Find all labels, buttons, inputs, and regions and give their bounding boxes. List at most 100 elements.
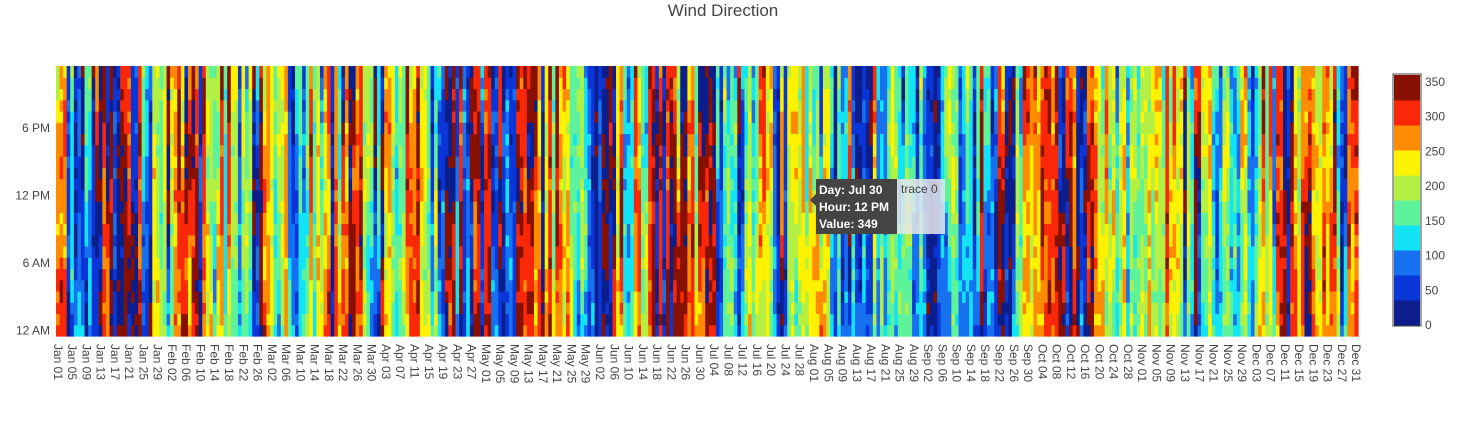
heatmap-cell[interactable] [159,279,164,292]
heatmap-cell[interactable] [187,189,193,202]
heatmap-cell[interactable] [419,291,425,303]
heatmap-cell[interactable] [337,88,342,101]
heatmap-cell[interactable] [473,156,478,168]
heatmap-cell[interactable] [412,324,417,337]
heatmap-cell[interactable] [412,178,417,191]
heatmap-cell[interactable] [469,291,474,303]
heatmap-cell[interactable] [262,246,268,258]
heatmap-cell[interactable] [95,88,100,101]
heatmap-cell[interactable] [612,302,617,315]
heatmap-cell[interactable] [576,122,581,135]
heatmap-cell[interactable] [198,279,203,292]
heatmap-cell[interactable] [669,167,674,180]
heatmap-cell[interactable] [195,291,200,303]
heatmap-cell[interactable] [519,144,524,157]
heatmap-cell[interactable] [480,246,485,258]
heatmap-cell[interactable] [626,291,631,303]
heatmap-cell[interactable] [762,77,767,90]
heatmap-cell[interactable] [509,133,514,146]
heatmap-cell[interactable] [59,133,64,146]
heatmap-cell[interactable] [88,88,93,101]
heatmap-cell[interactable] [719,257,724,270]
heatmap-cell[interactable] [387,268,392,281]
heatmap-cell[interactable] [783,201,788,213]
heatmap-cell[interactable] [630,189,635,202]
heatmap-cell[interactable] [241,66,246,78]
heatmap-cell[interactable] [295,246,300,258]
heatmap-cell[interactable] [576,201,581,213]
heatmap-cell[interactable] [287,167,293,180]
heatmap-cell[interactable] [576,313,581,326]
heatmap-cell[interactable] [484,324,489,337]
heatmap-cell[interactable] [426,201,432,213]
heatmap-cell[interactable] [145,324,150,337]
heatmap-cell[interactable] [102,133,107,146]
heatmap-cell[interactable] [298,122,303,135]
heatmap-cell[interactable] [737,189,742,202]
heatmap-cell[interactable] [366,257,371,270]
heatmap-cell[interactable] [608,234,614,247]
heatmap-cell[interactable] [551,133,556,146]
heatmap-cell[interactable] [202,268,207,281]
heatmap-cell[interactable] [441,156,446,168]
heatmap-cell[interactable] [80,111,86,123]
heatmap-cell[interactable] [220,212,225,225]
heatmap-cell[interactable] [498,133,503,146]
heatmap-cell[interactable] [516,257,521,270]
heatmap-cell[interactable] [316,156,321,168]
heatmap-cell[interactable] [619,77,624,90]
heatmap-cell[interactable] [616,324,621,337]
heatmap-cell[interactable] [120,268,125,281]
heatmap-cell[interactable] [562,167,567,180]
heatmap-cell[interactable] [462,212,467,225]
heatmap-cell[interactable] [641,77,646,90]
heatmap-cell[interactable] [337,268,342,281]
heatmap-cell[interactable] [120,189,125,202]
heatmap-cell[interactable] [330,111,335,123]
heatmap-cell[interactable] [145,246,150,258]
heatmap-cell[interactable] [744,268,749,281]
heatmap-cell[interactable] [348,302,353,315]
heatmap-cell[interactable] [701,234,706,247]
heatmap-cell[interactable] [134,189,139,202]
heatmap-cell[interactable] [316,178,321,191]
heatmap-cell[interactable] [98,111,103,123]
heatmap-cell[interactable] [216,133,221,146]
heatmap-cell[interactable] [594,178,599,191]
heatmap-cell[interactable] [366,201,371,213]
heatmap-cell[interactable] [405,302,410,315]
heatmap-cell[interactable] [491,133,496,146]
heatmap-cell[interactable] [98,234,103,247]
heatmap-cell[interactable] [541,234,546,247]
heatmap-cell[interactable] [138,268,143,281]
heatmap-cell[interactable] [619,246,624,258]
heatmap-cell[interactable] [437,178,442,191]
heatmap-cell[interactable] [402,99,407,112]
heatmap-cell[interactable] [348,77,353,90]
heatmap-cell[interactable] [726,201,731,213]
heatmap-cell[interactable] [405,246,410,258]
heatmap-cell[interactable] [212,88,218,101]
heatmap-cell[interactable] [630,111,635,123]
heatmap-cell[interactable] [444,189,449,202]
heatmap-cell[interactable] [355,234,360,247]
heatmap-cell[interactable] [619,324,624,337]
heatmap-cell[interactable] [56,302,61,315]
heatmap-cell[interactable] [373,257,378,270]
heatmap-cell[interactable] [113,189,118,202]
heatmap-cell[interactable] [673,88,678,101]
heatmap-cell[interactable] [566,268,571,281]
heatmap-cell[interactable] [134,268,139,281]
heatmap-cell[interactable] [680,324,685,337]
heatmap-cell[interactable] [341,77,346,90]
heatmap-cell[interactable] [765,234,771,247]
heatmap-cell[interactable] [205,279,210,292]
heatmap-cell[interactable] [280,156,285,168]
heatmap-cell[interactable] [212,144,218,157]
heatmap-cell[interactable] [362,178,367,191]
heatmap-cell[interactable] [594,111,599,123]
heatmap-cell[interactable] [127,88,132,101]
heatmap-cell[interactable] [512,189,517,202]
heatmap-cell[interactable] [573,167,578,180]
heatmap-cell[interactable] [241,234,246,247]
